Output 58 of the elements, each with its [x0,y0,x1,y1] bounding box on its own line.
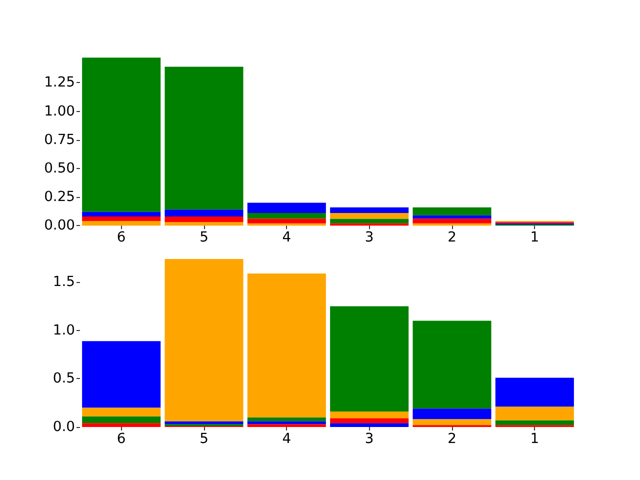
bar [330,218,409,224]
y-tick-label: 0.75 [44,132,75,148]
bar [330,423,409,428]
bar [330,412,409,418]
x-tick-label: 2 [448,431,456,448]
bar [164,210,244,216]
bar [330,306,409,412]
x-tick-label: 3 [364,230,374,246]
y-tick-label: 1.5 [52,274,75,290]
bar [82,58,161,212]
x-tick-label: 4 [282,431,292,448]
y-tick-label: 0.5 [52,370,75,387]
bar [164,421,244,424]
bar [412,419,492,426]
y-tick-label: 0.25 [44,189,75,206]
bar [247,418,326,422]
x-tick-label: 1 [530,230,540,246]
bar [247,218,326,224]
bar [495,378,574,407]
bar [82,408,161,417]
bar [164,259,244,422]
bar [82,221,161,226]
y-tick-label: 1.0 [52,322,75,339]
y-tick-label: 1.25 [44,74,75,91]
bar [164,66,244,210]
bar [412,218,492,224]
y-tick-label: 0.50 [44,160,75,176]
y-tick-label: 1.00 [44,103,75,120]
bar [412,207,492,216]
bar [330,213,409,219]
bar [82,416,161,424]
bar [82,423,161,428]
y-tick-label: 0.00 [44,218,75,234]
bar [495,420,574,426]
bar [82,212,161,216]
x-tick-label: 1 [530,431,540,448]
bar [247,274,326,418]
bar [247,421,326,424]
bar [164,222,244,226]
x-tick-label: 5 [200,431,208,448]
bar [330,418,409,424]
bar [247,213,326,219]
x-tick-label: 4 [282,230,292,246]
bar [247,202,326,214]
bar [164,216,244,222]
bar [82,216,161,222]
x-tick-label: 2 [448,230,456,246]
bar [495,406,574,420]
bar [330,207,409,214]
x-tick-label: 3 [364,431,374,448]
bar [82,341,161,408]
x-tick-label: 5 [200,230,208,246]
bar [412,320,492,409]
y-tick-label: 0.0 [52,419,75,436]
bar [412,408,492,420]
x-tick-label: 6 [116,230,126,246]
x-tick-label: 6 [116,431,126,448]
bar [247,424,326,428]
